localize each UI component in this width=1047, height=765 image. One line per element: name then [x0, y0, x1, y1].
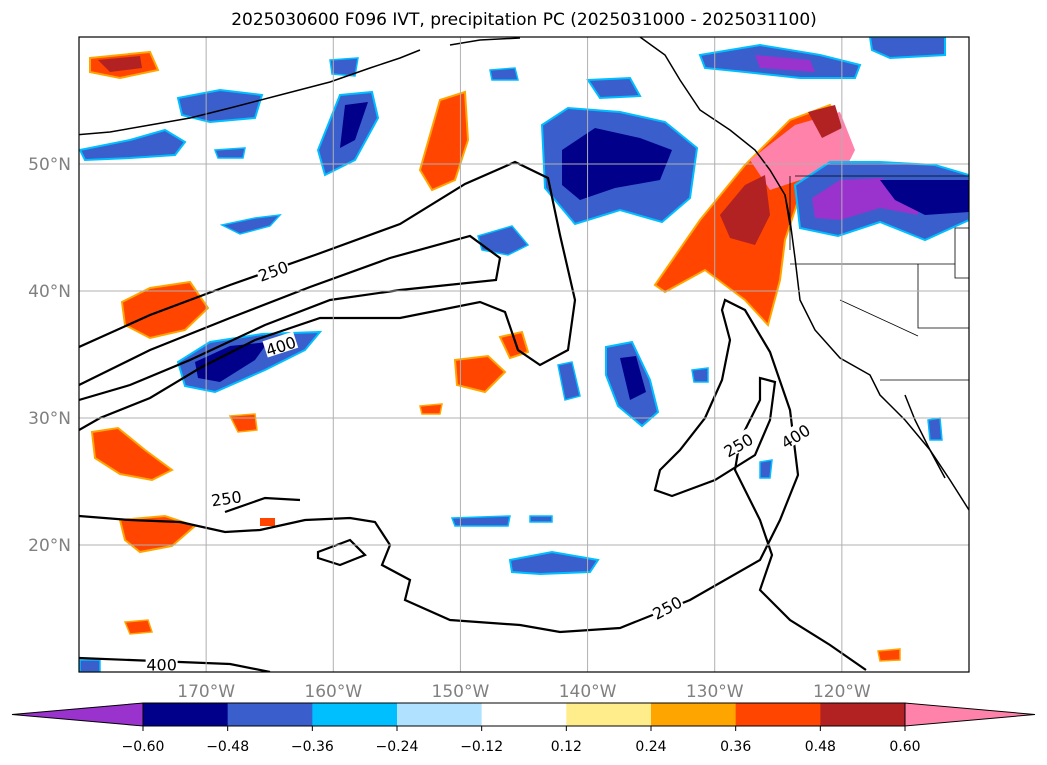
colorbar-tick-label: −0.60: [122, 739, 165, 755]
coastlines: [79, 37, 969, 511]
svg-text:400: 400: [146, 656, 177, 675]
colorbar-frame: [142, 702, 906, 727]
colorbar-bin: [143, 703, 229, 726]
colorbar-bin: [312, 703, 398, 726]
lon-tick-label: 150°W: [432, 682, 490, 702]
lat-tick-label: 50°N: [28, 155, 71, 175]
colorbar-bin: [227, 703, 313, 726]
lon-tick-label: 120°W: [813, 682, 871, 702]
ivt-contours: [79, 160, 867, 672]
lon-tick-label: 170°W: [177, 682, 235, 702]
colorbar-tick-label: −0.12: [460, 739, 503, 755]
colorbar-extend-high: [904, 702, 1036, 727]
colorbar-tick-label: 0.48: [805, 739, 836, 755]
svg-text:250: 250: [256, 257, 291, 285]
colorbar-tick-label: −0.36: [291, 739, 334, 755]
map-frame: [78, 36, 970, 673]
colorbar-bin: [820, 703, 906, 726]
colorbar: [11, 702, 1036, 727]
colorbar-tick-label: 0.12: [551, 739, 582, 755]
contour-label: 250: [209, 486, 244, 510]
contour-label: 250: [648, 591, 685, 624]
colorbar-bin: [651, 703, 737, 726]
colorbar-tick-label: 0.60: [889, 739, 920, 755]
gridlines: [79, 37, 969, 672]
svg-text:250: 250: [210, 487, 243, 510]
colorbar-tick-label: −0.48: [206, 739, 249, 755]
lon-tick-label: 140°W: [559, 682, 617, 702]
contour-label: 250: [254, 256, 291, 286]
colorbar-bin: [397, 703, 483, 726]
lon-tick-label: 130°W: [686, 682, 744, 702]
contour-label: 400: [145, 654, 178, 675]
precip-shading: [79, 37, 969, 672]
lat-tick-label: 40°N: [28, 282, 71, 302]
lon-tick-label: 160°W: [304, 682, 362, 702]
svg-text:250: 250: [649, 593, 685, 624]
colorbar-tick-labels: −0.60 −0.48 −0.36 −0.24 −0.12 0.12 0.24 0.36 0.4…: [122, 726, 921, 755]
chart-title: 2025030600 F096 IVT, precipitation PC (2…: [231, 10, 817, 30]
colorbar-bin: [566, 703, 652, 726]
colorbar-tick-label: 0.36: [720, 739, 751, 755]
borders: [789, 175, 969, 381]
colorbar-tick-label: 0.24: [635, 739, 666, 755]
colorbar-bin: [481, 703, 567, 726]
lat-tick-labels: 20°N 30°N 40°N 50°N: [28, 155, 71, 556]
lat-tick-label: 20°N: [28, 536, 71, 556]
lat-tick-label: 30°N: [28, 409, 71, 429]
colorbar-extend-low: [11, 702, 144, 727]
svg-text:400: 400: [778, 420, 814, 452]
lon-tick-labels: 170°W 160°W 150°W 140°W 130°W 120°W: [177, 682, 871, 702]
colorbar-bin: [735, 703, 821, 726]
colorbar-tick-label: −0.24: [376, 739, 419, 755]
